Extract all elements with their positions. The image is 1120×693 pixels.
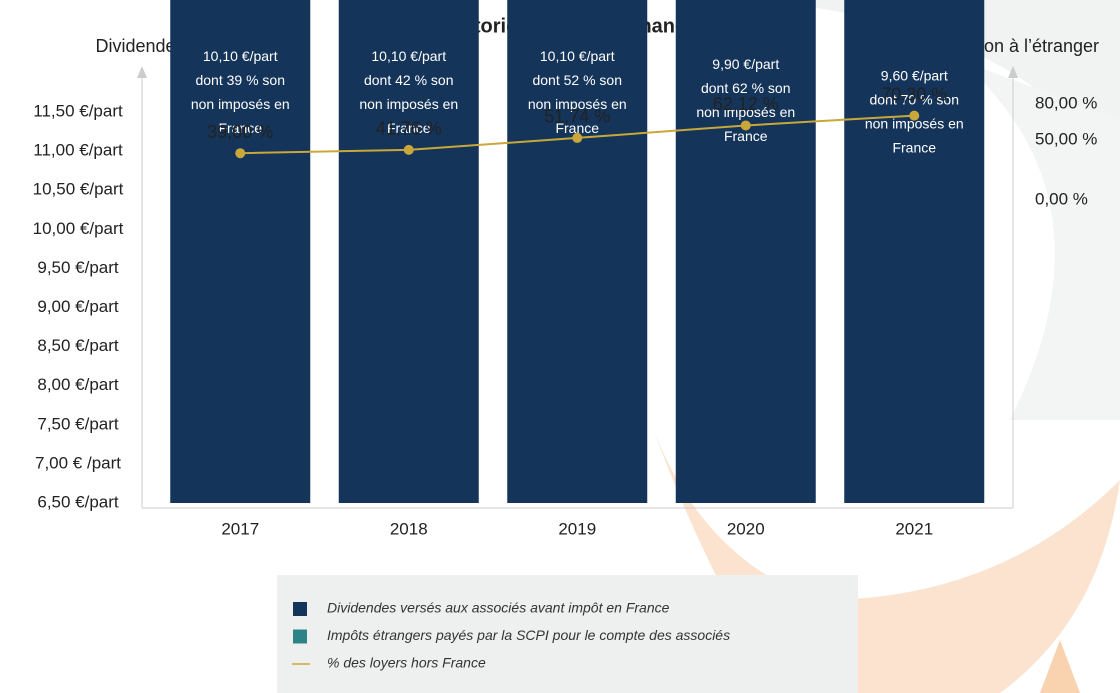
y-tick-label: 7,00 € /part [35, 453, 121, 472]
y-tick-label: 7,50 €/part [37, 414, 119, 433]
line-point [404, 145, 414, 155]
x-tick-label: 2020 [727, 519, 765, 538]
y2-tick-label: 80,00 % [1035, 93, 1097, 112]
line-point [741, 120, 751, 130]
chart: Historique de performance Dividendes Exp… [0, 0, 1120, 693]
x-tick-label: 2018 [390, 519, 428, 538]
y-tick-label: 9,00 €/part [37, 297, 119, 316]
line-point [909, 111, 919, 121]
legend-label: % des loyers hors France [327, 655, 486, 671]
line-point [572, 133, 582, 143]
legend-label: Dividendes versés aux associés avant imp… [327, 600, 670, 616]
y-tick-label: 11,00 €/part [33, 141, 123, 160]
y-tick-label: 8,50 €/part [37, 336, 119, 355]
y-axis-arrow [137, 66, 147, 78]
line-label: 62,12 % [713, 94, 779, 114]
legend-swatch [293, 630, 307, 644]
line-label: 70,30 % [881, 84, 947, 104]
y-tick-label: 10,50 €/part [33, 180, 124, 199]
line-label: 41,76 % [376, 119, 442, 139]
legend-swatch [293, 602, 307, 616]
y-tick-label: 10,00 €/part [33, 219, 124, 238]
y-tick-label: 6,50 €/part [37, 492, 119, 511]
x-tick-label: 2017 [221, 519, 259, 538]
y2-tick-label: 0,00 % [1035, 189, 1088, 208]
line-label: 51,74 % [544, 107, 610, 127]
x-tick-label: 2019 [558, 519, 596, 538]
legend-label: Impôts étrangers payés par la SCPI pour … [327, 627, 730, 643]
y-tick-label: 11,50 €/part [33, 101, 123, 120]
y-tick-label: 9,50 €/part [37, 258, 119, 277]
x-tick-label: 2021 [895, 519, 933, 538]
bar-segment [676, 0, 816, 503]
line-point [235, 148, 245, 158]
y2-tick-label: 50,00 % [1035, 129, 1097, 148]
y-tick-label: 8,00 €/part [37, 375, 119, 394]
line-label: 39,00 % [207, 122, 273, 142]
